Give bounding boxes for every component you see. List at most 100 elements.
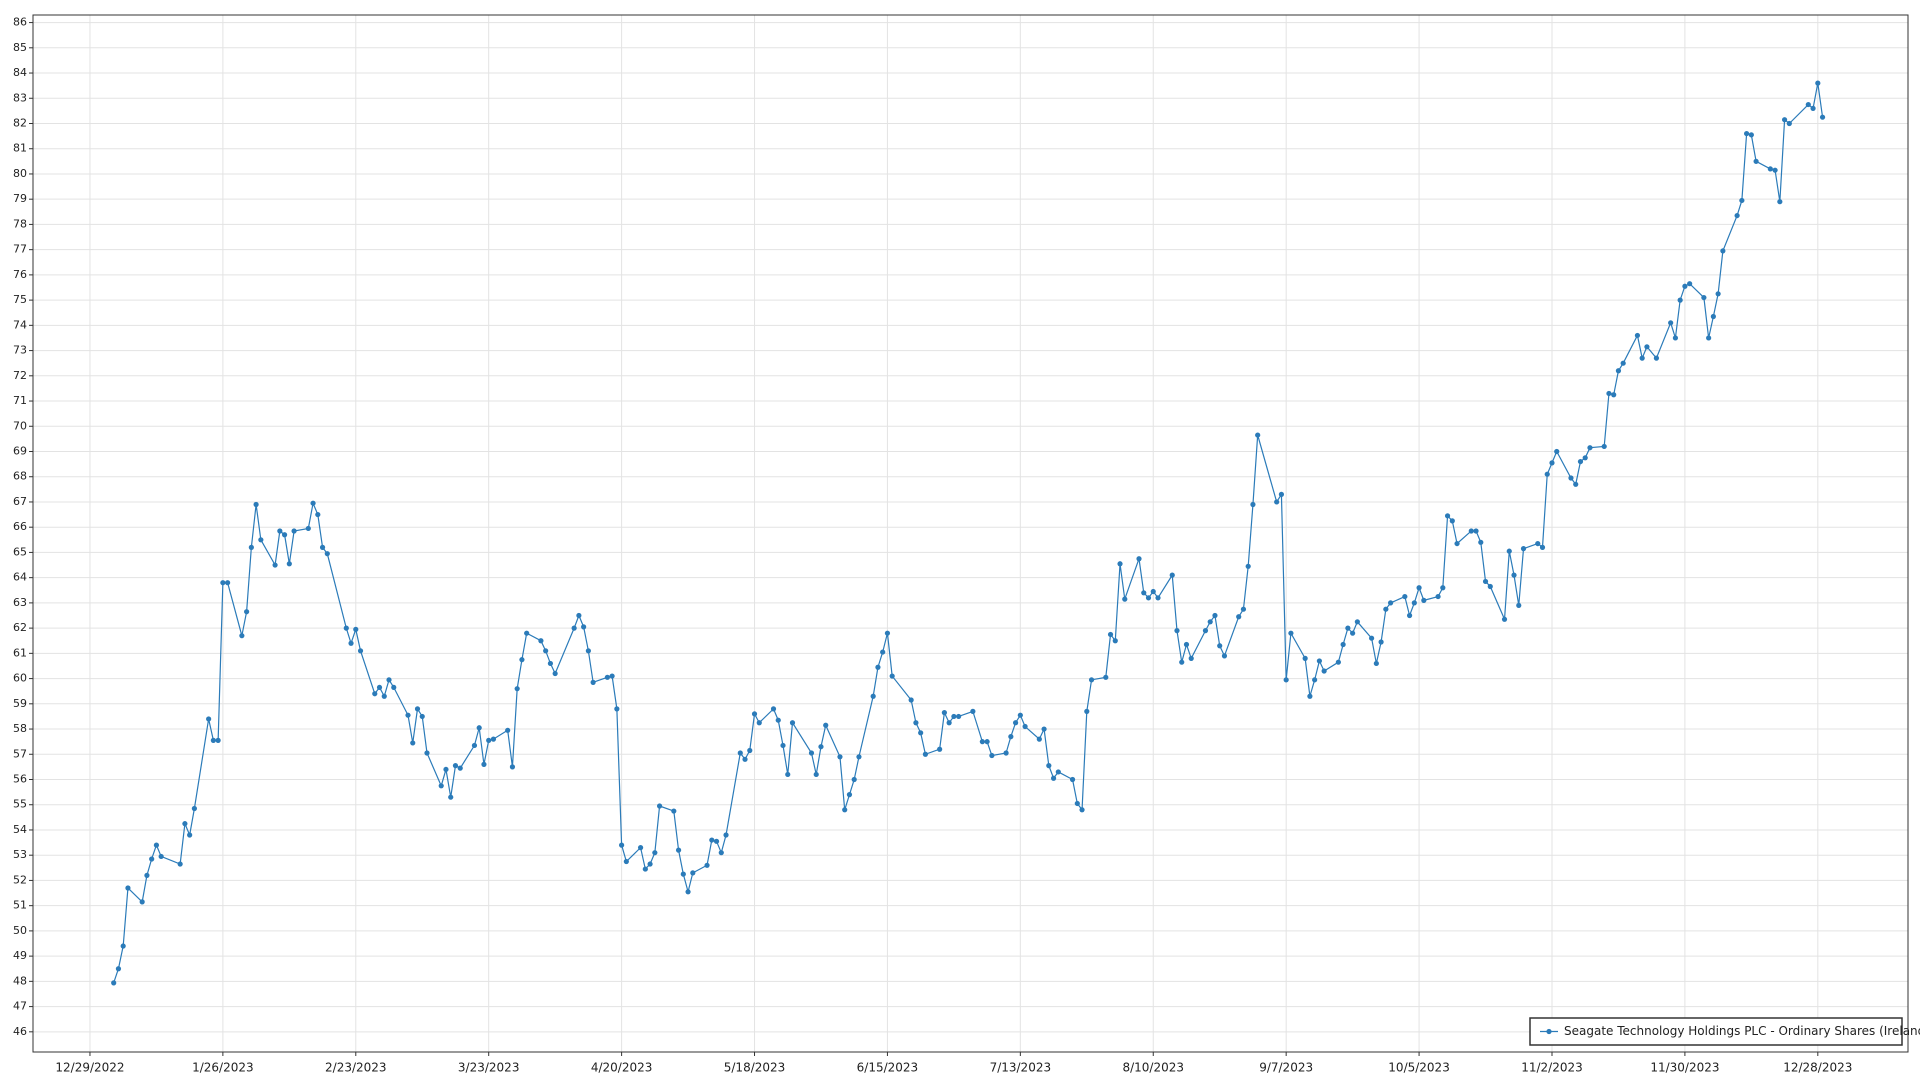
data-point bbox=[111, 980, 117, 986]
data-point bbox=[813, 771, 819, 778]
y-tick-label: 62 bbox=[13, 621, 27, 634]
x-tick-label: 12/29/2022 bbox=[55, 1061, 124, 1075]
y-tick-label: 74 bbox=[13, 318, 27, 331]
data-point bbox=[737, 750, 743, 756]
data-point bbox=[1482, 578, 1489, 585]
data-point bbox=[1611, 392, 1617, 398]
data-point bbox=[372, 691, 378, 697]
y-tick-label: 80 bbox=[13, 167, 27, 180]
x-tick-label: 9/7/2023 bbox=[1259, 1061, 1313, 1075]
data-point bbox=[1781, 117, 1788, 123]
data-point bbox=[922, 751, 929, 757]
data-point bbox=[1786, 120, 1792, 127]
data-point bbox=[177, 861, 183, 867]
data-point bbox=[647, 861, 653, 867]
y-tick-label: 50 bbox=[13, 924, 27, 937]
y-tick-label: 54 bbox=[13, 823, 27, 836]
data-point bbox=[139, 899, 145, 905]
y-tick-label: 46 bbox=[13, 1025, 27, 1038]
data-point bbox=[1506, 548, 1512, 554]
data-point bbox=[823, 722, 829, 728]
data-point bbox=[984, 739, 990, 745]
data-point bbox=[452, 763, 459, 769]
data-point bbox=[353, 626, 359, 632]
y-tick-label: 81 bbox=[13, 142, 27, 155]
data-point bbox=[1406, 612, 1413, 619]
data-point bbox=[1383, 606, 1389, 612]
data-point bbox=[1145, 595, 1152, 601]
data-point bbox=[1706, 335, 1712, 341]
data-point bbox=[1468, 528, 1474, 534]
y-tick-label: 51 bbox=[13, 899, 27, 912]
data-point bbox=[1653, 355, 1660, 361]
data-point bbox=[941, 710, 947, 716]
data-point bbox=[1183, 641, 1190, 648]
data-point bbox=[1141, 590, 1147, 596]
data-point bbox=[1150, 588, 1156, 595]
y-tick-label: 73 bbox=[13, 344, 27, 357]
data-point bbox=[1672, 335, 1679, 341]
data-point bbox=[1079, 807, 1085, 813]
data-point bbox=[619, 842, 625, 848]
data-point bbox=[690, 870, 696, 876]
data-point bbox=[1245, 563, 1251, 569]
data-point bbox=[1217, 643, 1223, 649]
data-point bbox=[1815, 80, 1821, 86]
data-point bbox=[918, 730, 924, 736]
data-point bbox=[979, 739, 985, 745]
data-point bbox=[1554, 448, 1560, 455]
data-point bbox=[875, 664, 881, 670]
data-point bbox=[1387, 600, 1394, 606]
y-tick-label: 84 bbox=[13, 66, 27, 79]
data-point bbox=[239, 633, 245, 639]
data-point bbox=[1316, 658, 1322, 664]
y-tick-label: 69 bbox=[13, 444, 27, 457]
data-point bbox=[1582, 455, 1588, 461]
data-point bbox=[253, 501, 259, 508]
data-point bbox=[770, 706, 777, 712]
data-point bbox=[1639, 355, 1645, 361]
data-point bbox=[1720, 248, 1726, 254]
data-point bbox=[614, 706, 620, 712]
data-point bbox=[514, 686, 520, 692]
data-point bbox=[210, 737, 216, 743]
y-tick-label: 82 bbox=[13, 116, 27, 129]
plot-area bbox=[33, 15, 1908, 1052]
legend-swatch-dot bbox=[1546, 1028, 1552, 1035]
legend: Seagate Technology Holdings PLC - Ordina… bbox=[1529, 1017, 1920, 1046]
data-point bbox=[1767, 166, 1773, 172]
data-point bbox=[1549, 460, 1555, 466]
y-tick-label: 47 bbox=[13, 1000, 27, 1013]
data-point bbox=[1117, 561, 1123, 567]
data-point bbox=[1411, 600, 1417, 606]
data-point bbox=[490, 736, 497, 742]
data-point bbox=[1739, 197, 1745, 204]
x-tick-label: 11/30/2023 bbox=[1650, 1061, 1719, 1075]
data-point bbox=[1710, 313, 1716, 320]
data-point bbox=[1819, 114, 1826, 120]
data-point bbox=[410, 740, 416, 746]
data-point bbox=[1240, 606, 1247, 612]
legend-box bbox=[1529, 1017, 1903, 1046]
data-point bbox=[1644, 344, 1650, 350]
data-point bbox=[1478, 539, 1484, 545]
data-point bbox=[258, 537, 264, 543]
data-point bbox=[187, 832, 193, 838]
data-point bbox=[244, 609, 250, 615]
data-point bbox=[1805, 101, 1811, 108]
data-point bbox=[1435, 593, 1441, 600]
data-point bbox=[158, 853, 164, 860]
data-point bbox=[718, 850, 724, 856]
data-point bbox=[1573, 481, 1579, 487]
data-point bbox=[851, 776, 857, 783]
data-point bbox=[286, 561, 292, 567]
x-tick-label: 2/23/2023 bbox=[325, 1061, 387, 1075]
data-point bbox=[842, 807, 848, 813]
data-point bbox=[1074, 800, 1080, 807]
data-point bbox=[1601, 443, 1607, 450]
data-point bbox=[1668, 320, 1674, 326]
data-point bbox=[1568, 475, 1574, 481]
data-point bbox=[1777, 199, 1783, 205]
